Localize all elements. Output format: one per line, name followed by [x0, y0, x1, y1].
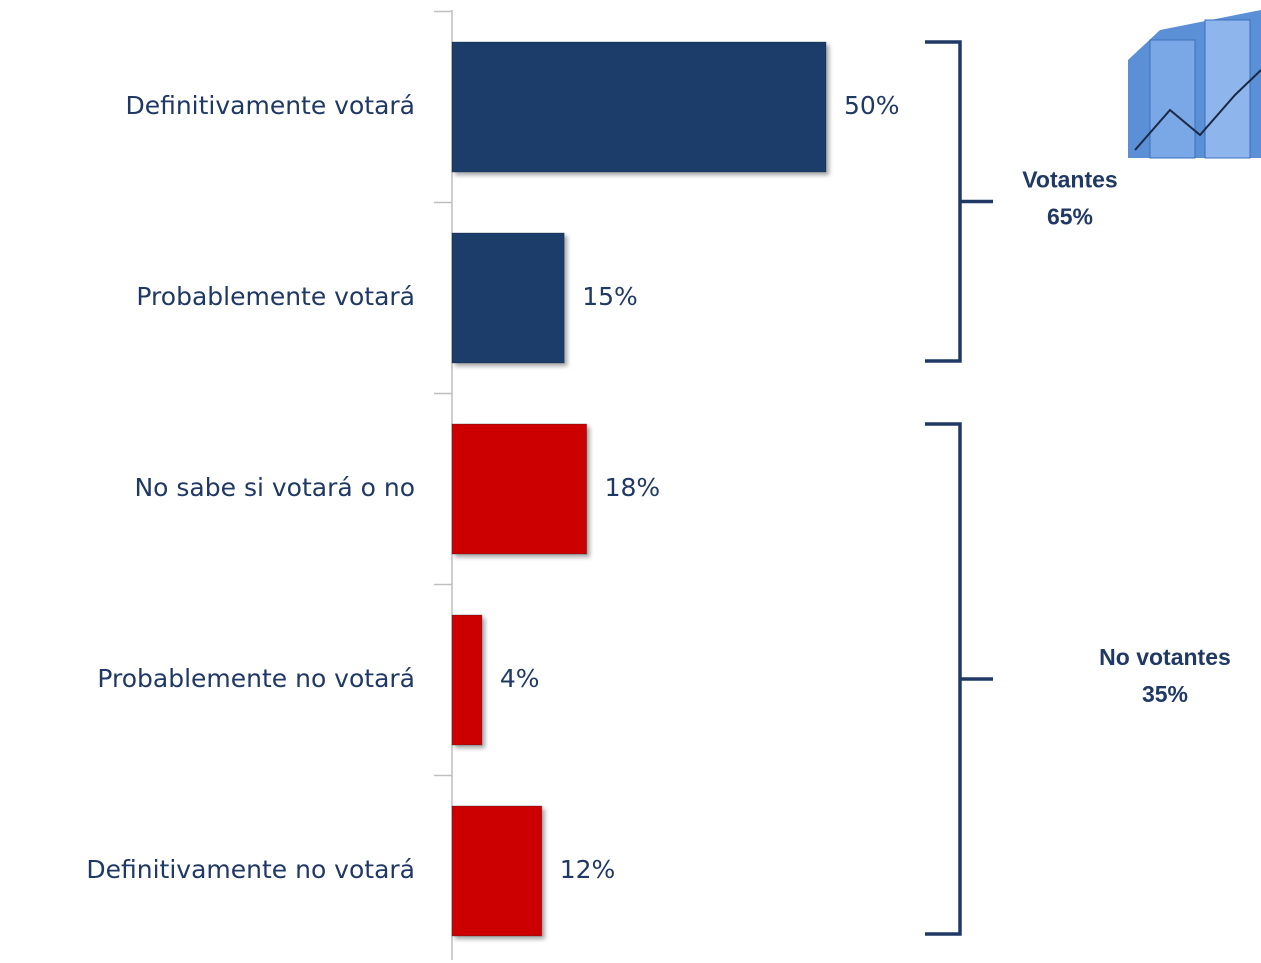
bar: [451, 614, 483, 746]
bar: [451, 232, 565, 364]
group-value: 65%: [1047, 204, 1093, 230]
category-label: Definitivamente votará: [125, 91, 415, 120]
value-label: 12%: [560, 855, 616, 884]
group-label: Votantes: [1022, 167, 1117, 193]
bracket: [925, 40, 993, 363]
icon: [1128, 10, 1261, 159]
group-value: 35%: [1142, 681, 1188, 707]
value-label: 4%: [500, 664, 540, 693]
bracket: [925, 422, 993, 936]
category-label: Probablemente no votará: [97, 664, 415, 693]
bar: [451, 41, 827, 173]
value-label: 50%: [844, 91, 900, 120]
value-label: 18%: [605, 473, 661, 502]
category-label: No sabe si votará o no: [134, 473, 415, 502]
value-label: 15%: [582, 282, 638, 311]
category-label: Probablemente votará: [136, 282, 415, 311]
bar: [451, 423, 588, 555]
group-label: No votantes: [1099, 644, 1231, 670]
bar: [451, 805, 543, 937]
category-label: Definitivamente no votará: [86, 855, 415, 884]
